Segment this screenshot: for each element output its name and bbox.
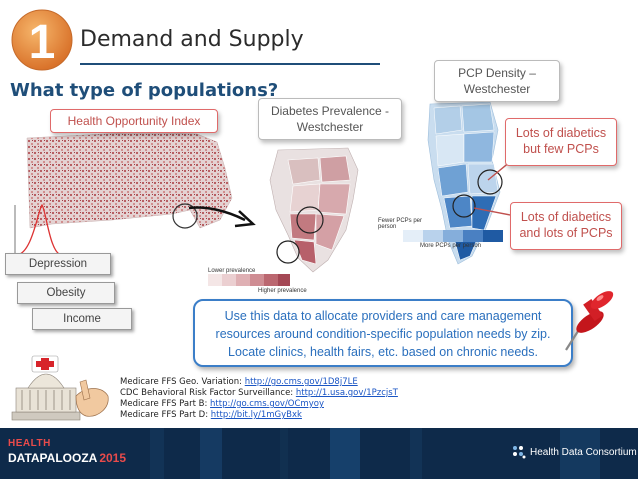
source-label-3: Medicare FFS Part B: <box>120 399 211 409</box>
section-question: What type of populations? <box>10 80 279 101</box>
distribution-curve-icon <box>14 203 63 256</box>
source-label-2: CDC Behavioral Risk Factor Surveillance: <box>120 388 296 398</box>
source-line-3: Medicare FFS Part B: http://go.cms.gov/O… <box>120 399 398 410</box>
diabetes-legend-scale <box>208 274 290 286</box>
diabetes-highlight-circle-2 <box>276 240 300 264</box>
health-opportunity-index-callout: Health Opportunity Index <box>50 109 218 133</box>
footer-partner-name: Health Data Consortium <box>530 447 637 458</box>
footer-bar: HEALTH DATAPALOOZA 2015 Health Data Conso… <box>0 428 638 479</box>
footer-logo-line-1: HEALTH <box>8 438 51 449</box>
diabetes-legend-high-label: Higher prevalence <box>258 288 307 294</box>
pcp-callout-line-1: PCP Density – <box>458 66 536 80</box>
indicator-depression: Depression <box>5 253 111 275</box>
footer-logo-name: DATAPALOOZA <box>8 451 98 465</box>
diabetes-highlight-circle-1 <box>296 206 324 234</box>
source-label-1: Medicare FFS Geo. Variation: <box>120 377 245 387</box>
pushpin-icon <box>565 291 614 351</box>
source-line-1: Medicare FFS Geo. Variation: http://go.c… <box>120 377 398 388</box>
zoom-arrow-icon <box>188 206 256 228</box>
section-number: 1 <box>29 16 56 69</box>
title-underline <box>80 63 380 65</box>
few-pcps-line-1: Lots of diabetics <box>515 126 607 140</box>
footer-logo-year: 2015 <box>99 451 127 465</box>
westchester-diabetes-map <box>258 140 378 280</box>
diabetes-prevalence-callout: Diabetes Prevalence - Westchester <box>258 98 402 140</box>
pcp-density-callout: PCP Density – Westchester <box>434 60 560 102</box>
pcp-legend-more-label: More PCPs per person <box>420 243 482 249</box>
few-pcps-line-2: but few PCPs <box>523 142 599 156</box>
pcp-legend-fewer-label: Fewer PCPs per person <box>378 218 423 230</box>
data-sources-list: Medicare FFS Geo. Variation: http://go.c… <box>120 377 398 421</box>
source-link-3[interactable]: http://go.cms.gov/OCmyoy <box>210 399 324 409</box>
key-message-box: Use this data to allocate providers and … <box>193 299 573 367</box>
pcp-highlight-circle-2 <box>452 194 476 218</box>
source-link-4[interactable]: http://bit.ly/1mGyBxk <box>210 410 302 420</box>
source-label-4: Medicare FFS Part D: <box>120 410 211 420</box>
indicator-income: Income <box>32 308 132 330</box>
message-line-1: Use this data to allocate providers and … <box>224 309 542 323</box>
footer-pattern <box>0 428 638 479</box>
section-number-badge: 1 <box>11 9 73 71</box>
ny-highlight-circle <box>172 203 198 229</box>
footer-logo-line-2: DATAPALOOZA 2015 <box>8 451 126 465</box>
message-line-2: resources around condition-specific popu… <box>215 327 551 341</box>
message-line-3: Locate clinics, health fairs, etc. based… <box>228 345 538 359</box>
slide-title: Demand and Supply <box>80 27 304 52</box>
diabetes-callout-line-1: Diabetes Prevalence - <box>270 104 390 118</box>
lots-pcps-line-2: and lots of PCPs <box>519 226 613 240</box>
pcp-highlight-circle-1 <box>477 169 503 195</box>
capitol-with-hand-icon <box>11 355 109 421</box>
diabetes-callout-line-2: Westchester <box>296 120 364 134</box>
pcp-legend-scale <box>403 230 503 242</box>
ny-health-opportunity-map <box>26 131 233 229</box>
lots-pcps-callout: Lots of diabetics and lots of PCPs <box>510 202 622 250</box>
pcp-callout-line-2: Westchester <box>463 82 531 96</box>
health-data-consortium-logo-icon <box>513 446 526 459</box>
source-link-1[interactable]: http://go.cms.gov/1D8j7LE <box>244 377 358 387</box>
indicator-obesity: Obesity <box>17 282 115 304</box>
source-line-2: CDC Behavioral Risk Factor Surveillance:… <box>120 388 398 399</box>
lots-pcps-line-1: Lots of diabetics <box>520 210 612 224</box>
source-link-2[interactable]: http://1.usa.gov/1PzcjsT <box>295 388 398 398</box>
few-pcps-callout: Lots of diabetics but few PCPs <box>505 118 617 166</box>
diabetes-legend-low-label: Lower prevalence <box>208 268 256 274</box>
source-line-4: Medicare FFS Part D: http://bit.ly/1mGyB… <box>120 410 398 421</box>
